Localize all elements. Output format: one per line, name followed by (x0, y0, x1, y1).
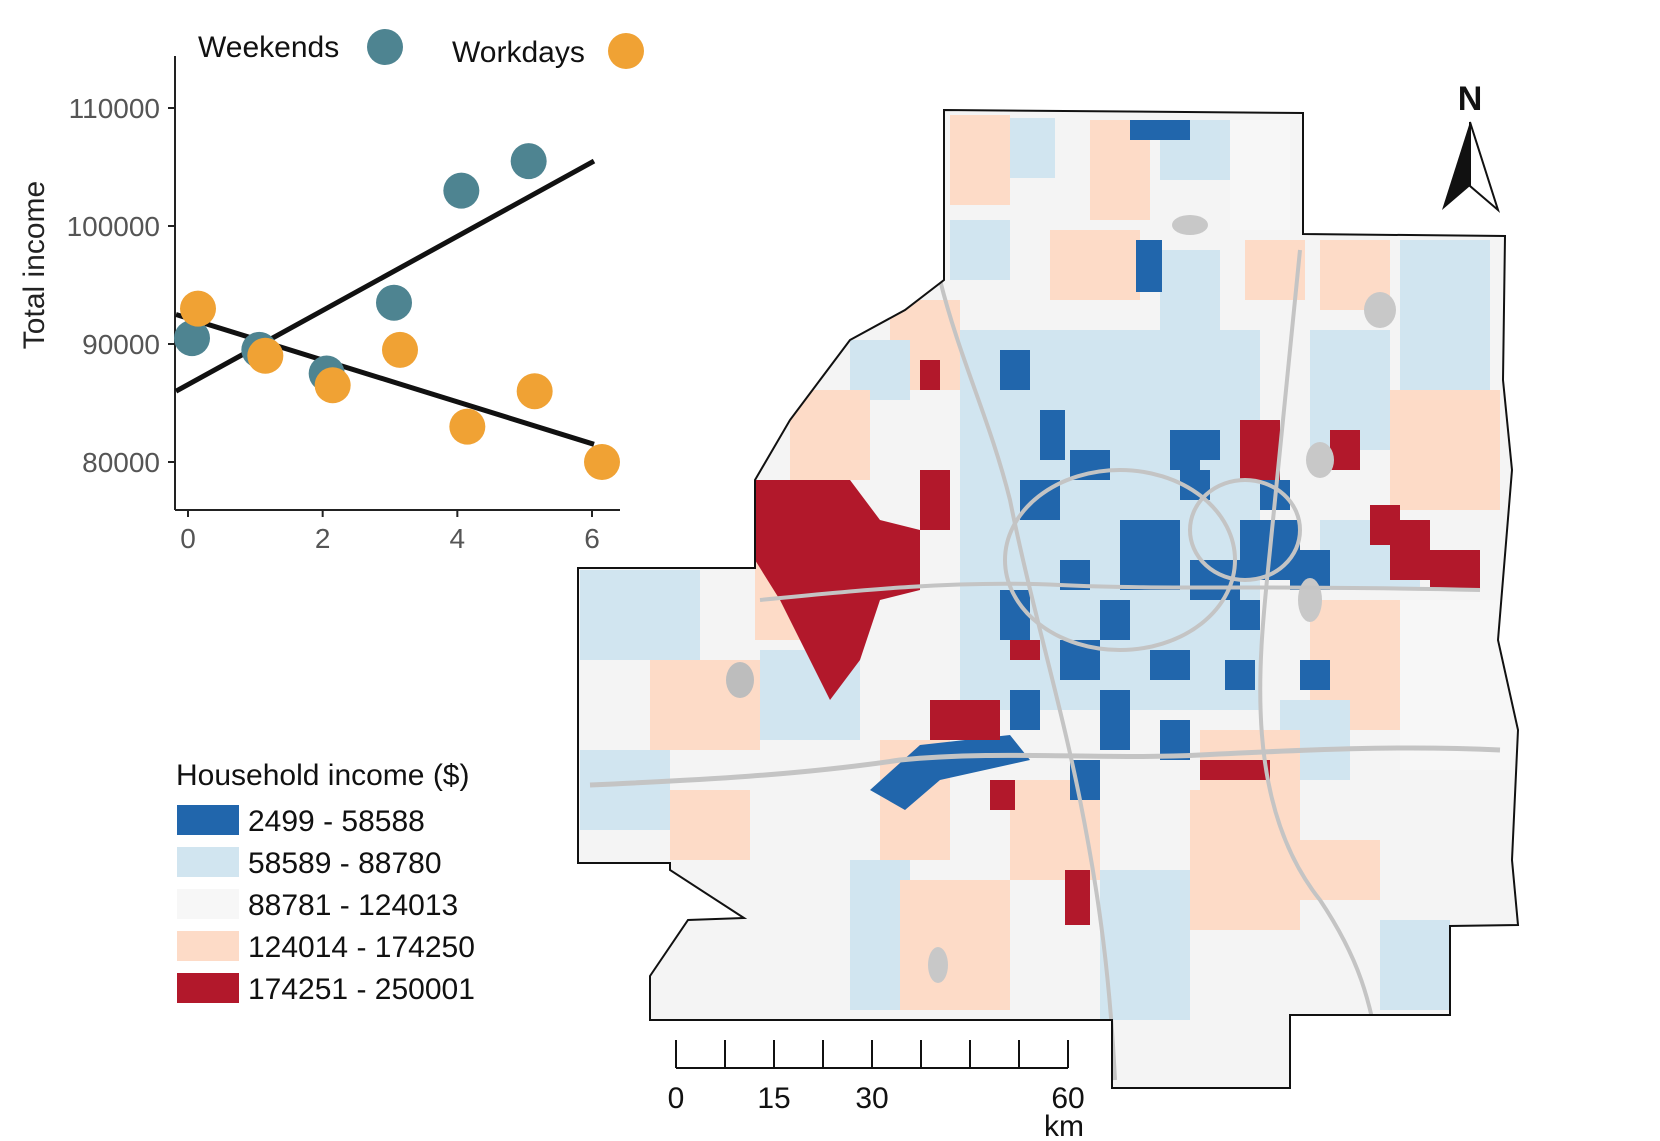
map-legend: Household income ($) 2499 - 58588 58589 … (176, 759, 475, 1006)
point-workdays (516, 373, 553, 410)
map-tracts (580, 115, 1510, 1081)
legend-marker-workdays (608, 33, 644, 69)
legend-label-workdays: Workdays (452, 36, 585, 69)
point-weekends (510, 143, 547, 180)
legend-label-weekends: Weekends (198, 31, 339, 64)
legend-swatch-class-1 (177, 805, 239, 835)
trend-line-workdays (175, 312, 595, 447)
legend-label-class-1: 2499 - 58588 (248, 805, 425, 838)
point-weekends (376, 284, 412, 321)
x-ticks: 0 2 4 6 (180, 510, 600, 554)
x-tick-label: 2 (315, 523, 331, 554)
x-tick-label: 6 (584, 523, 600, 554)
north-arrow-left (1442, 122, 1470, 210)
y-tick-label: 80000 (82, 447, 160, 478)
scale-label-0: 0 (668, 1082, 685, 1115)
legend-label-class-5: 174251 - 250001 (248, 973, 475, 1006)
legend-label-class-3: 88781 - 124013 (248, 889, 458, 922)
y-tick-label: 100000 (67, 211, 160, 242)
y-tick-label: 90000 (82, 329, 160, 360)
point-workdays (382, 331, 418, 368)
legend-swatch-class-2 (177, 847, 239, 877)
point-weekends (443, 172, 480, 209)
point-weekends (174, 320, 210, 357)
point-workdays (180, 290, 216, 327)
legend-label-class-2: 58589 - 88780 (248, 847, 442, 880)
scale-unit: km (1044, 1110, 1084, 1141)
scatter-plot: Weekends Workdays Total income 110000 100… (18, 29, 644, 554)
choropleth-map (577, 108, 1520, 1089)
data-points (174, 143, 620, 480)
point-workdays (584, 444, 620, 480)
scale-ticks (675, 1040, 1069, 1068)
north-label: N (1458, 80, 1483, 118)
y-axis-label: Total income (18, 181, 51, 349)
scale-bar: 0 15 30 60 km (668, 1040, 1085, 1141)
legend-swatch-class-4 (177, 931, 239, 961)
y-ticks: 110000 100000 90000 80000 (67, 93, 175, 478)
legend-marker-weekends (367, 29, 403, 65)
point-workdays (449, 408, 486, 445)
y-tick-label: 110000 (69, 93, 160, 124)
scale-label-15: 15 (757, 1082, 790, 1115)
scale-label-60: 60 (1051, 1082, 1084, 1115)
legend-swatch-class-5 (177, 973, 239, 1003)
north-arrow: N (1442, 80, 1501, 214)
scale-label-30: 30 (855, 1082, 888, 1115)
legend-swatch-class-3 (177, 889, 239, 919)
point-workdays (314, 367, 351, 404)
north-arrow-right (1469, 121, 1501, 214)
x-tick-label: 4 (450, 523, 466, 554)
legend-label-class-4: 124014 - 174250 (248, 931, 475, 964)
map-outline (577, 108, 1520, 1089)
x-tick-label: 0 (180, 523, 196, 554)
point-workdays (247, 337, 284, 374)
map-legend-title: Household income ($) (176, 759, 469, 792)
